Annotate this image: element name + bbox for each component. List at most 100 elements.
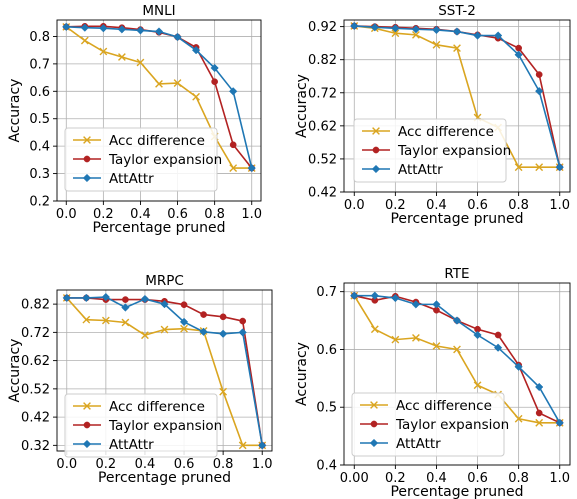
legend-label: Acc difference — [109, 399, 205, 415]
x-tick-label: 0.8 — [204, 207, 225, 222]
data-point — [258, 441, 267, 450]
data-point — [473, 381, 482, 390]
legend: Acc difference Taylor expansion AttAttr — [64, 393, 222, 458]
data-point — [238, 328, 247, 337]
data-point — [535, 71, 543, 78]
data-point — [80, 36, 89, 45]
data-point — [411, 25, 421, 34]
series-2 — [62, 22, 256, 173]
data-point — [412, 30, 420, 39]
legend-marker — [83, 155, 91, 163]
legend: Acc difference Taylor expansion AttAttr — [353, 118, 511, 183]
data-point — [210, 63, 219, 73]
data-point — [199, 327, 208, 336]
x-tick-label: 0.4 — [135, 457, 156, 472]
chart-panel-2: 0.0 0.2 0.4 0.6 0.8 1.0 0.32 0.42 0.52 0.62 0.72 0.… — [7, 273, 273, 486]
data-point — [370, 291, 379, 300]
x-tick-label: 0.6 — [467, 198, 488, 213]
data-point — [154, 27, 164, 36]
x-tick-label: 0.4 — [426, 471, 447, 486]
x-tick-label: 0.8 — [508, 471, 529, 486]
data-point — [238, 441, 247, 450]
data-point — [211, 78, 218, 86]
data-point — [535, 418, 544, 427]
chart-title: SST-2 — [438, 3, 476, 19]
data-point — [514, 414, 523, 423]
legend-marker — [82, 439, 92, 449]
data-point — [180, 324, 188, 333]
data-point — [229, 87, 238, 96]
data-point — [535, 409, 543, 417]
data-point — [370, 325, 379, 334]
y-tick-label: 0.8 — [29, 30, 50, 45]
legend-frame — [353, 118, 507, 183]
legend-marker — [371, 164, 381, 174]
plot-area-frame — [343, 282, 571, 466]
data-point — [80, 23, 89, 32]
legend-marker — [82, 173, 92, 183]
data-point — [62, 22, 71, 32]
x-tick-label: 0.4 — [426, 198, 447, 213]
data-point — [180, 301, 188, 309]
data-point — [160, 299, 169, 309]
data-point — [101, 292, 111, 302]
data-point — [229, 141, 237, 149]
data-point — [99, 24, 108, 33]
data-point — [370, 23, 379, 32]
data-point — [494, 331, 502, 339]
data-point — [82, 315, 91, 324]
y-tick-label: 0.42 — [21, 411, 50, 426]
legend-label: AttAttr — [109, 437, 154, 453]
chart-title: MRPC — [145, 273, 184, 289]
series-2 — [350, 291, 564, 427]
data-point — [514, 163, 523, 172]
data-point — [391, 293, 400, 303]
data-point — [192, 92, 200, 101]
x-tick-label: 0.6 — [167, 207, 188, 222]
legend-label: Taylor expansion — [108, 152, 222, 168]
y-tick-label: 0.4 — [29, 140, 50, 155]
data-point — [173, 79, 182, 87]
data-point — [493, 31, 503, 40]
x-tick-label: 0.2 — [385, 471, 406, 486]
x-tick-label: 0.6 — [467, 471, 488, 486]
data-point — [535, 382, 544, 392]
data-point — [453, 44, 461, 53]
data-point — [515, 44, 522, 52]
y-axis-label: Accuracy — [294, 342, 310, 406]
x-tick-label: 0.0 — [56, 457, 77, 472]
data-point — [200, 311, 207, 318]
chart-panel-1: 0.0 0.2 0.4 0.6 0.8 1.0 0.42 0.52 0.62 0.72 0.82 0.… — [294, 3, 571, 227]
data-point — [555, 163, 564, 172]
x-tick-label: 0.0 — [56, 207, 77, 222]
data-point — [432, 25, 441, 35]
data-point — [514, 50, 523, 59]
x-tick-label: 0.4 — [130, 207, 151, 222]
data-point — [432, 342, 441, 350]
x-axis-label: Percentage pruned — [390, 211, 523, 227]
y-tick-label: 0.3 — [29, 167, 50, 182]
y-tick-label: 0.72 — [21, 326, 50, 341]
x-tick-label: 1.0 — [241, 207, 262, 222]
legend-label: AttAttr — [396, 436, 441, 452]
data-point — [179, 317, 189, 327]
x-tick-label: 0.2 — [385, 198, 406, 213]
data-point — [121, 318, 130, 327]
data-point — [160, 325, 169, 334]
y-tick-label: 0.52 — [21, 382, 50, 397]
x-tick-label: 1.0 — [549, 198, 570, 213]
legend-marker — [370, 420, 378, 428]
legend-marker — [372, 146, 380, 154]
gridlines — [57, 20, 261, 202]
data-point — [136, 26, 145, 35]
data-point — [117, 25, 127, 34]
legend-label: Acc difference — [398, 124, 494, 140]
legend-label: Acc difference — [396, 398, 492, 414]
data-point — [412, 333, 420, 342]
legend-marker — [369, 438, 379, 448]
x-axis-label: Percentage pruned — [92, 220, 225, 236]
legend-label: AttAttr — [398, 162, 443, 178]
data-point — [219, 313, 227, 321]
legend-label: AttAttr — [109, 171, 154, 187]
